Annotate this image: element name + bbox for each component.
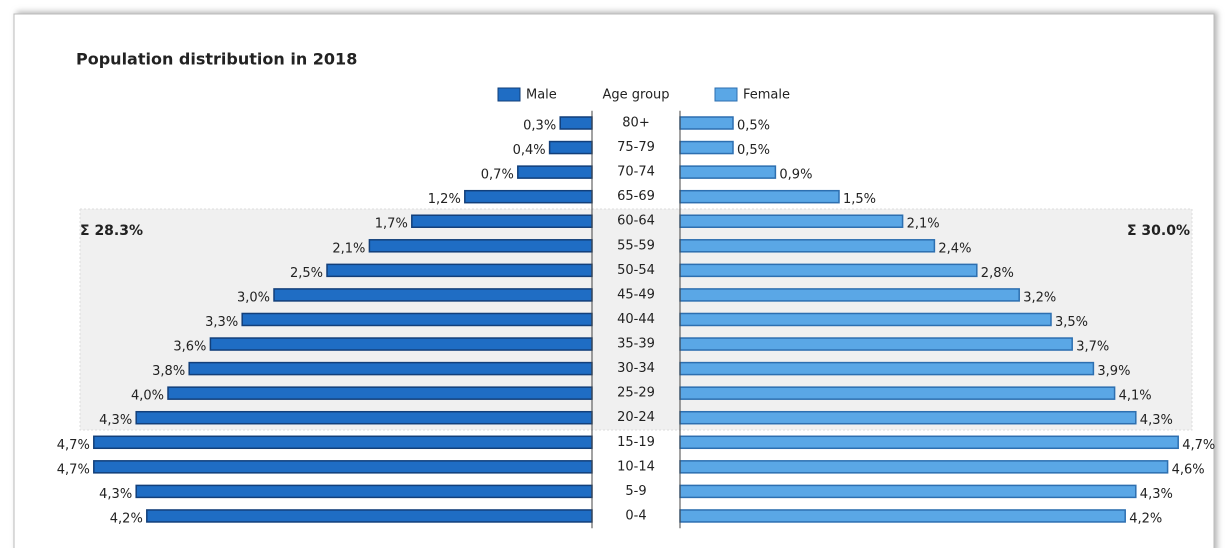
category-label: 60-64 [617,214,655,229]
category-label: 40-44 [617,312,655,327]
annotation: Σ 30.0% [1127,223,1190,239]
category-label: 80+ [622,116,649,131]
value-label: 4,3% [99,413,132,428]
bar [93,460,593,474]
category-label: 65-69 [617,189,655,204]
bar [135,484,593,499]
category-label: 55-59 [617,238,655,253]
value-label: 3,6% [173,340,206,355]
value-label: 0,4% [513,143,546,158]
value-label: 2,5% [290,266,323,281]
bar [679,214,904,228]
value-label: 3,0% [237,290,270,305]
category-label: 75-79 [617,140,655,155]
bar [679,337,1073,351]
value-label: 3,3% [205,315,238,330]
value-label: 3,5% [1055,315,1088,330]
bar [679,263,978,278]
value-label: 4,3% [1140,413,1173,428]
bar [464,189,593,204]
category-label: 25-29 [617,386,655,401]
value-label: 3,8% [152,364,185,379]
legend-label: Male [526,88,557,103]
bar [679,288,1020,302]
category-label: 10-14 [617,459,655,474]
bar [679,116,734,130]
value-label: 2,4% [938,241,971,256]
bar [679,435,1179,450]
value-label: 0,5% [737,119,770,134]
category-label: 15-19 [617,435,655,450]
bar [368,239,593,253]
bar [167,386,593,400]
value-label: 0,5% [737,143,770,158]
value-label: 4,6% [1172,462,1205,477]
value-label: 2,1% [332,241,365,256]
bar [209,337,593,351]
legend-swatch [714,87,738,102]
bar [548,140,593,155]
bar [679,189,840,204]
value-label: 0,3% [523,119,556,134]
value-label: 4,7% [57,438,90,453]
category-label: 5-9 [625,484,646,499]
category-label: 0-4 [625,508,646,523]
value-label: 4,1% [1119,389,1152,404]
value-label: 4,3% [99,487,132,502]
value-label: 3,7% [1076,340,1109,355]
bar [679,410,1137,425]
value-label: 0,9% [779,168,812,183]
bar [517,165,593,179]
chart-title: Population distribution in 2018 [76,50,357,69]
bar [679,312,1052,327]
value-label: 1,5% [843,192,876,207]
bar [241,312,593,327]
value-label: 4,2% [110,511,143,526]
bar [326,263,593,278]
value-label: 4,7% [1182,438,1215,453]
category-label: 35-39 [617,337,655,352]
value-label: 1,7% [375,217,408,232]
bar [559,116,593,130]
legend-swatch [497,87,521,102]
value-label: 3,2% [1023,290,1056,305]
bar [188,361,593,376]
bar [679,165,777,179]
bar [679,386,1116,400]
value-label: 4,7% [57,462,90,477]
value-label: 1,2% [428,192,461,207]
category-label: 70-74 [617,165,655,180]
bar [135,410,593,425]
legend-label: Female [743,88,790,103]
value-label: 4,0% [131,389,164,404]
value-label: 2,1% [907,217,940,232]
category-label: 30-34 [617,361,655,376]
axis-label: Age group [602,88,669,103]
category-label: 20-24 [617,410,655,425]
bar [146,509,593,523]
value-label: 2,8% [981,266,1014,281]
value-label: 4,2% [1129,511,1162,526]
bar [93,435,593,450]
bar [411,214,593,228]
bar [679,361,1095,376]
bar [679,509,1126,523]
bar [679,140,734,155]
bar [679,484,1137,499]
bar [273,288,593,302]
value-label: 0,7% [481,168,514,183]
value-label: 4,3% [1140,487,1173,502]
bar [679,239,936,253]
value-label: 3,9% [1097,364,1130,379]
category-label: 45-49 [617,287,655,302]
category-label: 50-54 [617,263,655,278]
bar [679,460,1169,474]
annotation: Σ 28.3% [80,223,143,239]
